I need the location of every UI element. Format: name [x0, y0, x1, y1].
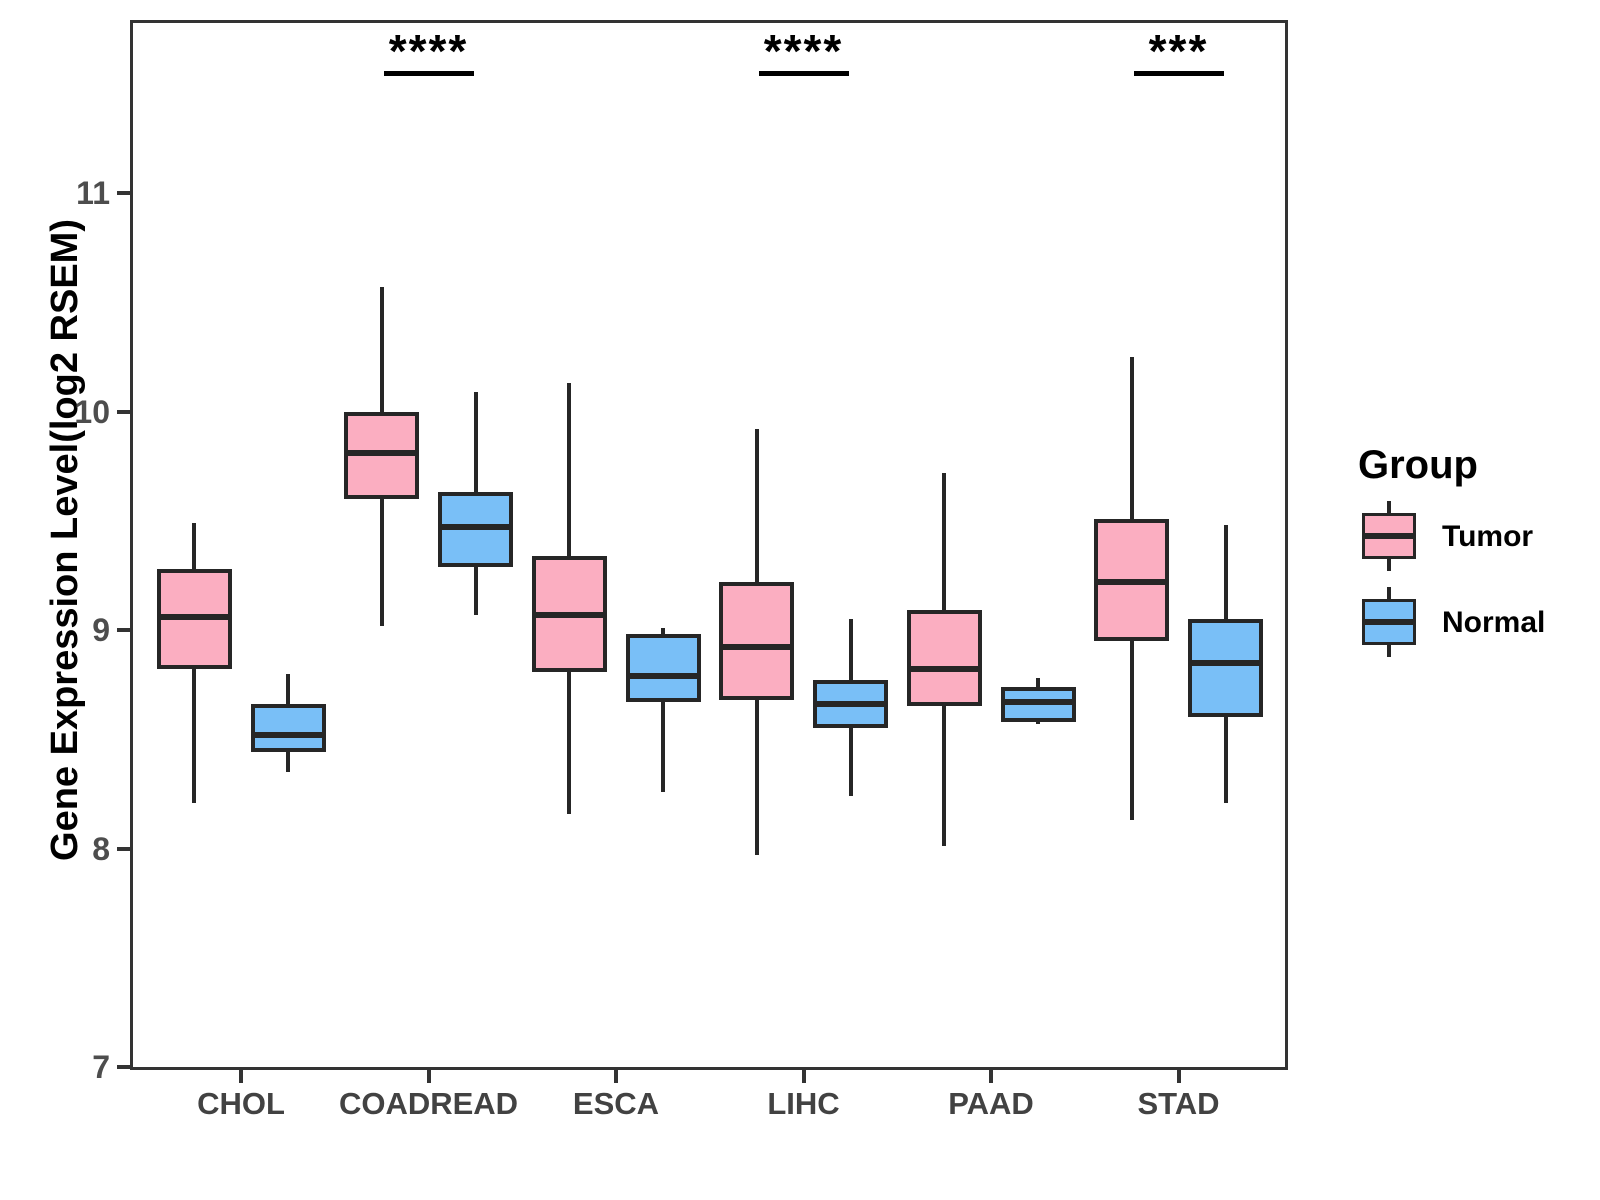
legend-item-tumor: Tumor — [1330, 501, 1590, 573]
median-tumor-ESCA — [535, 611, 603, 618]
y-axis-tick — [117, 409, 130, 414]
significance-stars-STAD: *** — [1148, 25, 1209, 77]
median-normal-COADREAD — [442, 524, 509, 531]
x-axis-tick-label: COADREAD — [338, 1086, 519, 1121]
x-axis-tick-label: CHOL — [197, 1086, 285, 1121]
median-tumor-COADREAD — [348, 450, 415, 456]
y-axis-tick — [117, 628, 130, 632]
legend: Group Tumor Normal — [1330, 443, 1590, 659]
box-normal-ESCA — [625, 634, 701, 703]
y-axis-tick — [117, 846, 130, 851]
x-axis-tick — [1176, 1070, 1181, 1083]
box-tumor-PAAD — [906, 610, 982, 707]
x-axis-tick-label: STAD — [1137, 1086, 1220, 1121]
legend-item-normal: Normal — [1330, 587, 1590, 659]
significance-stars-COADREAD: **** — [388, 25, 469, 77]
significance-underline-STAD — [1133, 71, 1224, 76]
box-normal-STAD — [1188, 619, 1263, 718]
box-tumor-LIHC — [719, 581, 794, 700]
box-normal-CHOL — [250, 704, 326, 753]
significance-underline-LIHC — [758, 71, 849, 76]
legend-title: Group — [1358, 443, 1478, 487]
x-axis-tick — [989, 1070, 993, 1083]
median-tumor-PAAD — [910, 666, 978, 673]
x-axis-tick — [614, 1070, 618, 1083]
y-axis-tick-label: 10 — [74, 393, 110, 430]
x-axis-tick — [801, 1070, 806, 1083]
median-normal-ESCA — [629, 672, 697, 679]
y-axis-tick — [117, 1065, 130, 1069]
significance-stars-LIHC: **** — [763, 25, 844, 77]
legend-label-tumor: Tumor — [1442, 520, 1534, 553]
x-axis-tick — [426, 1070, 431, 1083]
median-tumor-LIHC — [723, 644, 790, 651]
median-normal-PAAD — [1004, 699, 1072, 706]
median-normal-CHOL — [254, 731, 322, 738]
significance-underline-COADREAD — [383, 71, 474, 76]
x-axis-tick — [239, 1070, 243, 1083]
normal-boxplot-key-icon — [1360, 587, 1418, 659]
x-axis-tick-label: LIHC — [767, 1086, 840, 1121]
y-axis-tick-label: 9 — [92, 612, 110, 648]
median-tumor-CHOL — [160, 613, 228, 620]
median-normal-LIHC — [817, 701, 884, 708]
x-axis-tick-label: PAAD — [948, 1086, 1034, 1121]
legend-label-normal: Normal — [1442, 606, 1546, 639]
y-axis-tick-label: 7 — [92, 1049, 110, 1085]
y-axis-tick-label: 11 — [76, 175, 110, 211]
whisker-normal-ESCA — [661, 627, 665, 792]
tumor-boxplot-key-icon — [1360, 501, 1418, 573]
median-tumor-STAD — [1098, 578, 1165, 585]
median-normal-STAD — [1192, 659, 1259, 666]
y-axis-tick — [117, 191, 130, 195]
y-axis-tick-label: 8 — [92, 830, 110, 867]
x-axis-tick-label: ESCA — [572, 1086, 660, 1121]
